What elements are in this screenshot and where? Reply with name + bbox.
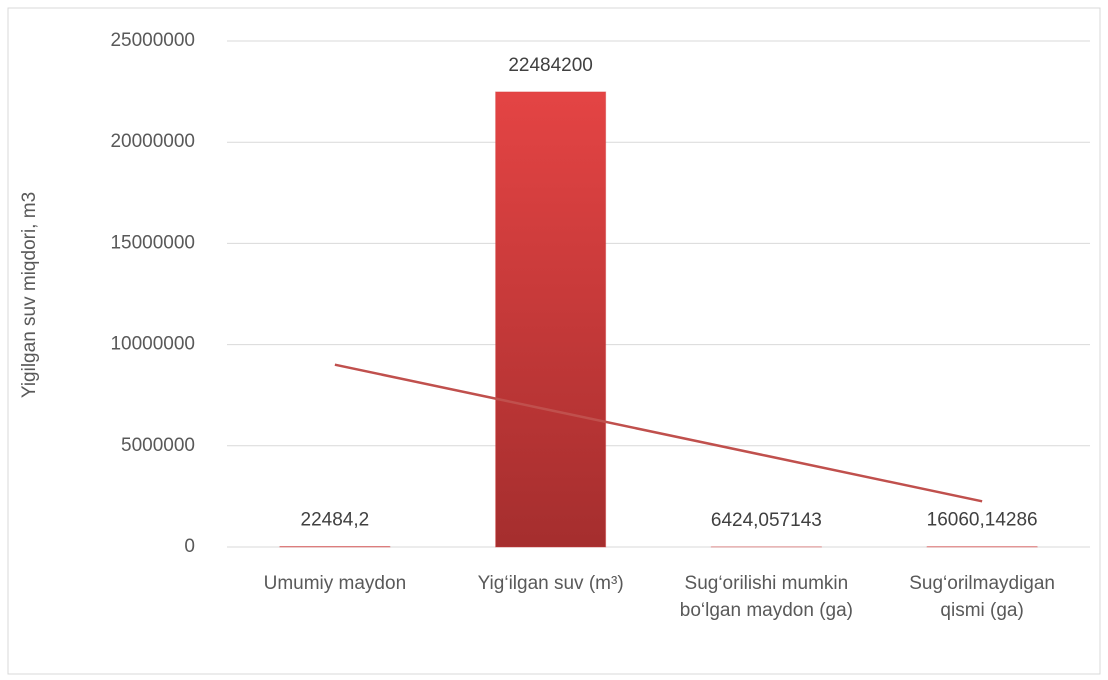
y-tick-label: 0 [184, 536, 195, 557]
y-tick-label: 20000000 [110, 131, 195, 152]
y-tick-label: 10000000 [110, 334, 195, 355]
y-tick-label: 25000000 [110, 30, 195, 51]
data-label: 22484200 [508, 55, 593, 76]
y-axis-title: Yigilgan suv miqdori, m3 [19, 192, 40, 398]
data-label: 6424,057143 [711, 510, 822, 531]
trendline [334, 363, 983, 503]
data-label: 22484,2 [301, 510, 370, 531]
x-tick-label: Sug‘orilmaydigan qismi (ga) [909, 573, 1055, 621]
y-tick-label: 5000000 [121, 435, 195, 456]
chart-border [7, 7, 1101, 675]
x-tick-label: Umumiy maydon [263, 573, 407, 594]
bar [495, 91, 607, 548]
y-tick-label: 15000000 [110, 232, 195, 253]
x-tick-label: Yig‘ilgan suv (m³) [477, 573, 624, 594]
data-label: 16060,14286 [927, 510, 1038, 531]
x-tick-label: Sug‘orilishi mumkin bo‘lgan maydon (ga) [679, 573, 853, 621]
